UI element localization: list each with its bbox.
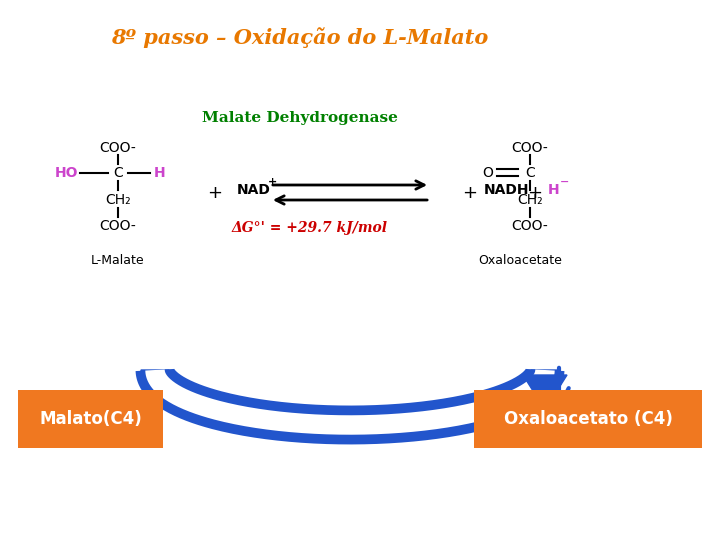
Text: NADH: NADH <box>484 183 529 197</box>
Text: L-Malate: L-Malate <box>91 253 145 267</box>
Text: NAD: NAD <box>237 183 271 197</box>
Text: 8º passo – Oxidação do L-Malato: 8º passo – Oxidação do L-Malato <box>112 28 489 49</box>
Text: +: + <box>207 184 222 202</box>
Text: CH₂: CH₂ <box>517 193 543 207</box>
Text: Oxaloacetate: Oxaloacetate <box>478 253 562 267</box>
Text: H: H <box>548 183 559 197</box>
Text: ΔG°' = +29.7 kJ/mol: ΔG°' = +29.7 kJ/mol <box>232 221 388 235</box>
Text: C: C <box>525 166 535 180</box>
Text: Oxaloacetato (C4): Oxaloacetato (C4) <box>503 410 672 428</box>
Polygon shape <box>523 375 567 410</box>
Text: COO-: COO- <box>99 219 136 233</box>
Text: CH₂: CH₂ <box>105 193 131 207</box>
Text: +: + <box>528 184 542 202</box>
Text: C: C <box>113 166 123 180</box>
Text: +: + <box>268 177 277 187</box>
Text: HO: HO <box>54 166 78 180</box>
FancyBboxPatch shape <box>474 390 702 448</box>
Text: COO-: COO- <box>512 141 549 155</box>
Text: COO-: COO- <box>512 219 549 233</box>
Text: −: − <box>560 177 570 187</box>
Text: O: O <box>482 166 493 180</box>
Text: COO-: COO- <box>99 141 136 155</box>
FancyBboxPatch shape <box>18 390 163 448</box>
Polygon shape <box>141 370 559 433</box>
Text: Malato(C4): Malato(C4) <box>39 410 142 428</box>
Text: H: H <box>154 166 166 180</box>
Text: +: + <box>462 184 477 202</box>
Text: Malate Dehydrogenase: Malate Dehydrogenase <box>202 111 398 125</box>
